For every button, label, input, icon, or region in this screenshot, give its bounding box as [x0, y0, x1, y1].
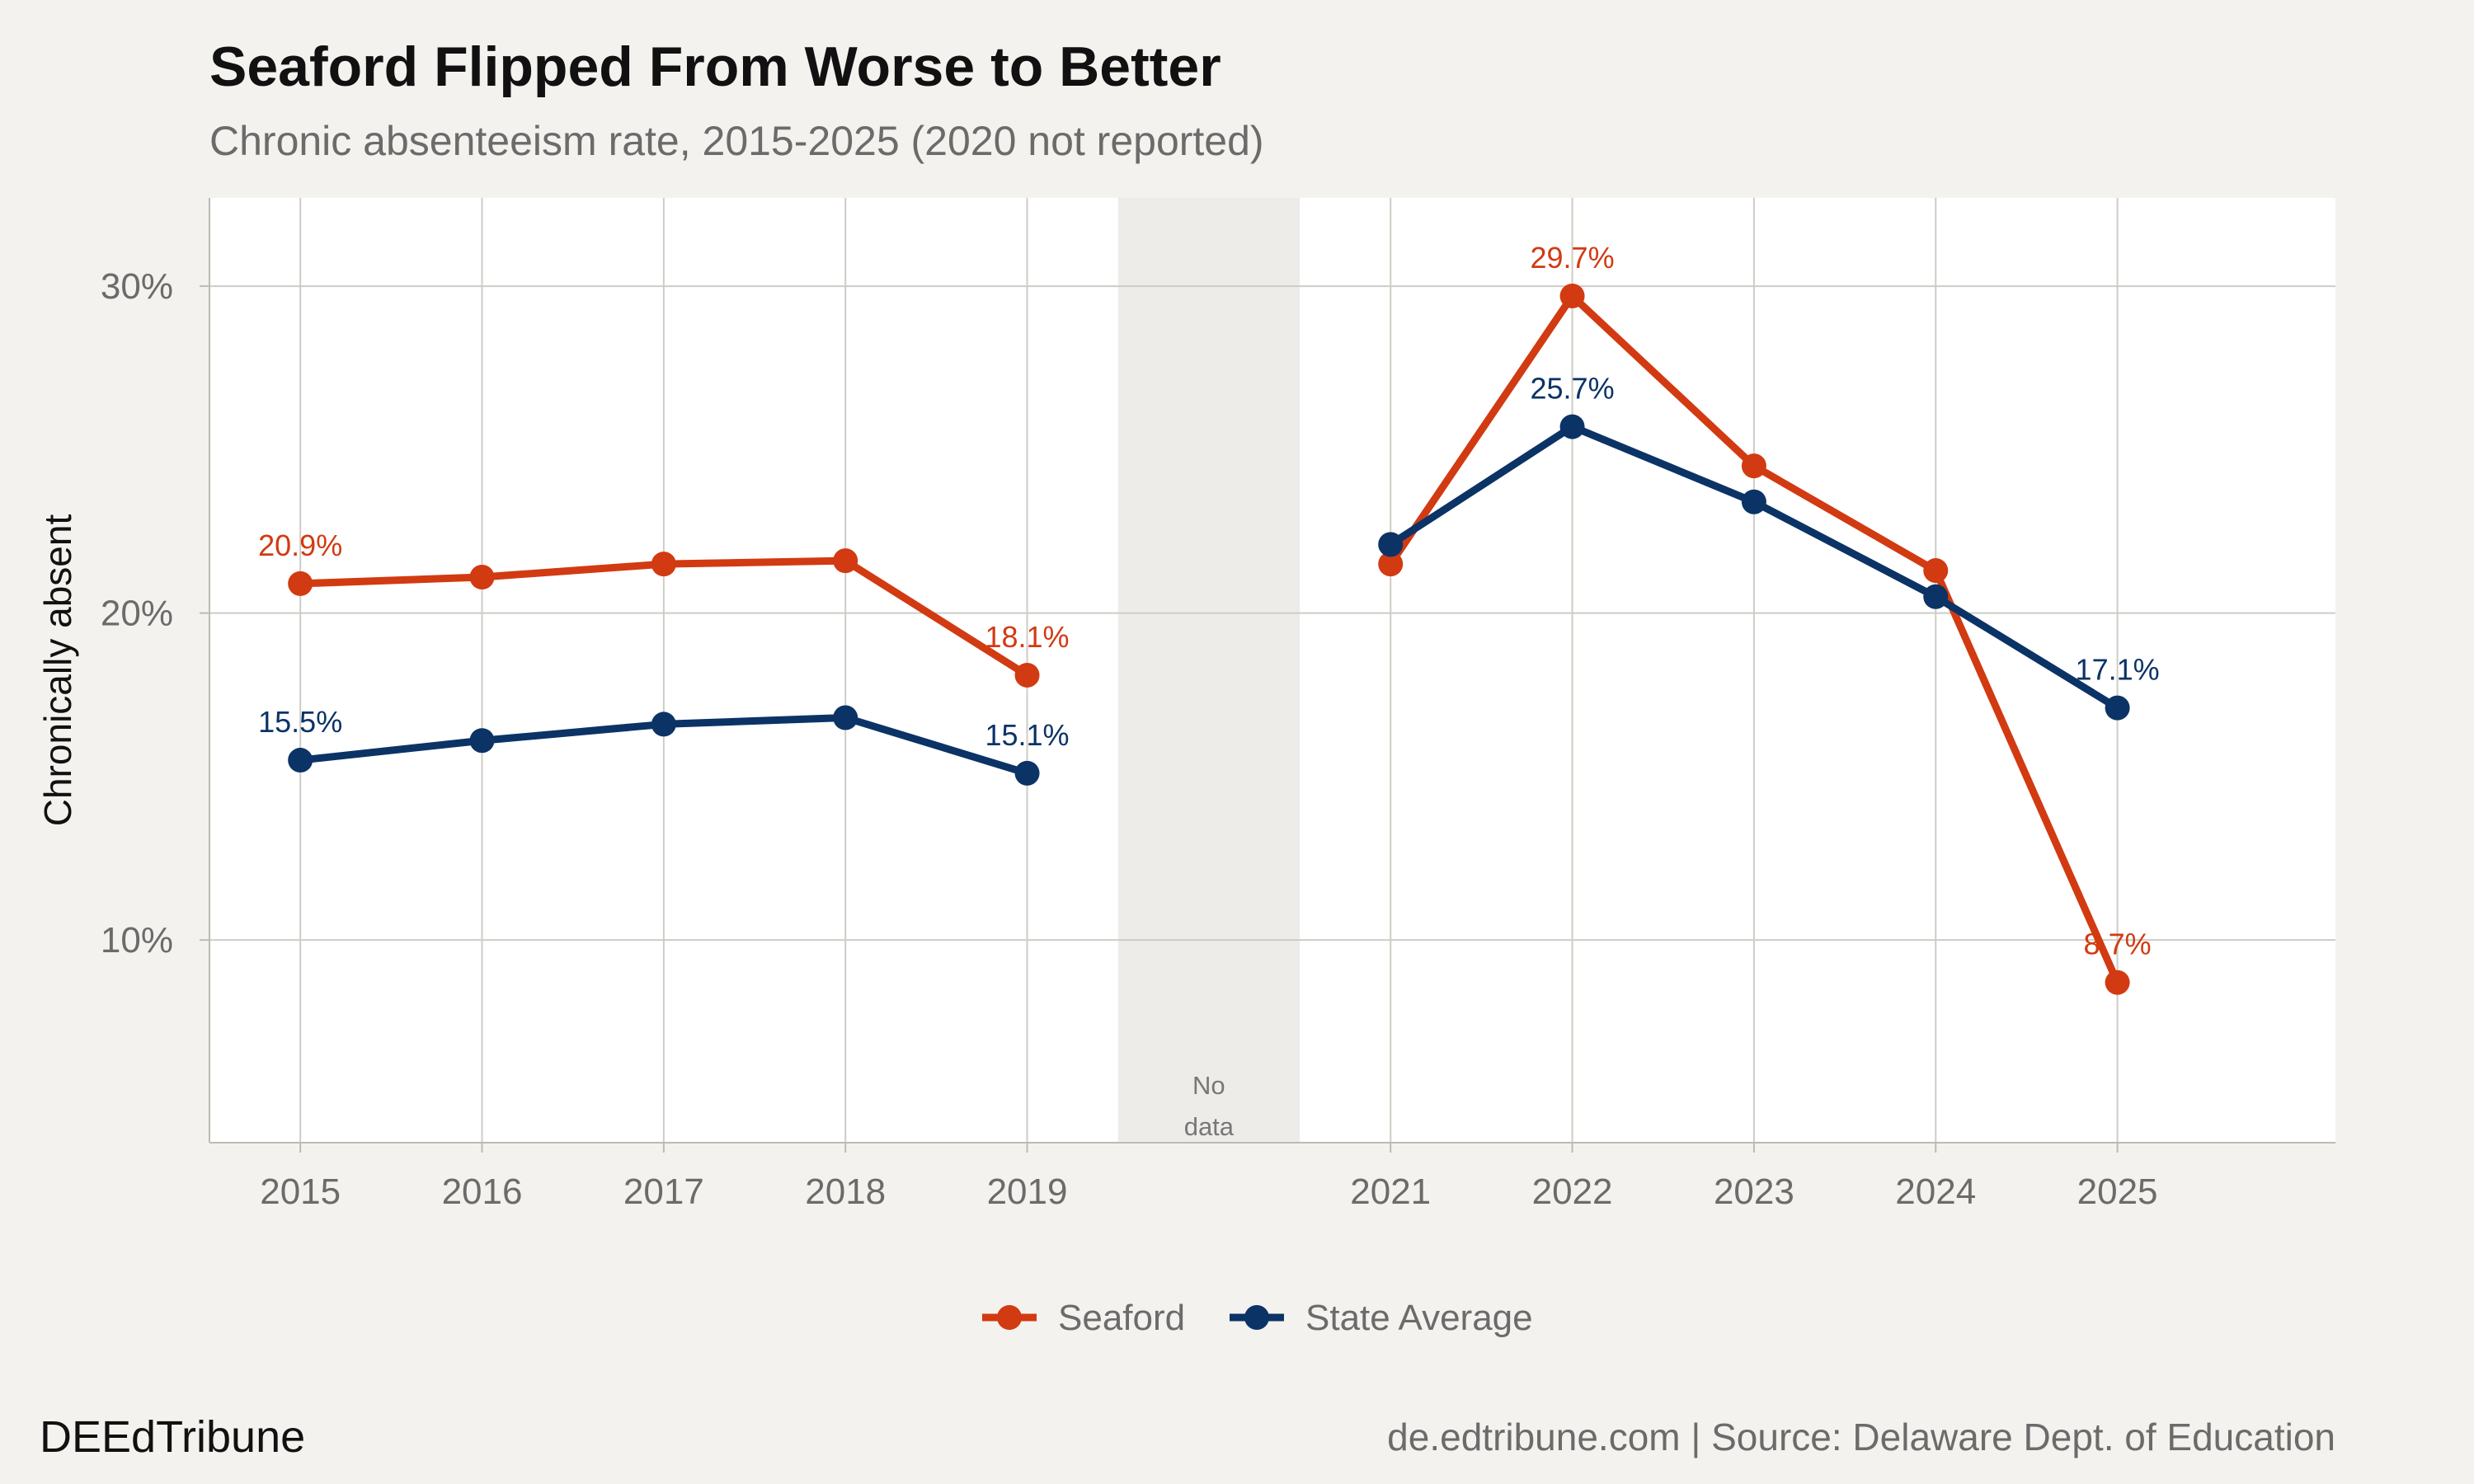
label-layer: 20.9% 18.1% 29.7% 8.7% 15.5% 15.1% 25.7% 17.1%: [258, 241, 2159, 961]
y-tick-label: 10%: [101, 920, 173, 960]
axis-layer: 2015 2016 2017 2018 2019 2021 2022 2023 2024 2025…: [101, 198, 2335, 1212]
y-tick-label: 20%: [101, 594, 173, 634]
data-label: 15.5%: [258, 705, 342, 739]
legend-key-dot: [997, 1305, 1022, 1330]
chart-subtitle: Chronic absenteeism rate, 2015-2025 (202…: [209, 118, 1264, 164]
x-tick-label: 2015: [260, 1172, 341, 1212]
data-point-state-average: [1014, 760, 1040, 786]
data-point-seaford: [1559, 283, 1585, 308]
data-label: 17.1%: [2076, 653, 2160, 687]
legend-label: Seaford: [1058, 1298, 1185, 1338]
data-point-state-average: [651, 711, 676, 737]
data-point-state-average: [833, 705, 858, 730]
data-point-seaford: [1923, 558, 1949, 584]
legend: Seaford State Average: [982, 1298, 1533, 1338]
data-label: 18.1%: [985, 620, 1069, 654]
data-point-state-average: [1559, 414, 1585, 439]
data-point-state-average: [1741, 489, 1766, 514]
data-point-seaford: [469, 564, 495, 589]
y-tick-label: 30%: [101, 266, 173, 307]
no-data-label-line1: No: [1192, 1071, 1225, 1100]
brand-name: DEEdTribune: [40, 1412, 306, 1462]
data-point-seaford: [1741, 453, 1766, 479]
data-point-state-average: [1378, 532, 1404, 557]
x-tick-label: 2024: [1895, 1172, 1976, 1212]
data-label: 8.7%: [2084, 928, 2152, 961]
source-credit: de.edtribune.com | Source: Delaware Dept…: [1387, 1416, 2335, 1458]
x-tick-label: 2018: [805, 1172, 886, 1212]
legend-label: State Average: [1305, 1298, 1533, 1338]
data-point-seaford: [288, 571, 313, 596]
data-point-seaford: [1014, 662, 1040, 688]
data-label: 15.1%: [985, 718, 1069, 752]
data-point-seaford: [833, 548, 858, 574]
y-axis-label: Chronically absent: [36, 514, 79, 827]
data-point-state-average: [288, 748, 313, 773]
x-tick-label: 2021: [1350, 1172, 1431, 1212]
legend-key-dot: [1244, 1305, 1269, 1330]
x-tick-label: 2016: [442, 1172, 523, 1212]
no-data-label-line2: data: [1184, 1112, 1235, 1141]
data-point-state-average: [2105, 695, 2130, 721]
x-tick-label: 2025: [2077, 1172, 2158, 1212]
data-label: 20.9%: [258, 528, 342, 562]
data-point-seaford: [651, 552, 676, 577]
data-label: 29.7%: [1531, 241, 1615, 275]
data-point-state-average: [1923, 584, 1949, 609]
chart-title: Seaford Flipped From Worse to Better: [209, 35, 1221, 98]
x-tick-label: 2023: [1714, 1172, 1794, 1212]
data-point-seaford: [2105, 970, 2130, 995]
x-tick-label: 2022: [1532, 1172, 1613, 1212]
x-tick-label: 2017: [623, 1172, 704, 1212]
series-layer: [288, 283, 2130, 995]
no-data-band: [1117, 198, 1300, 1143]
x-tick-label: 2019: [987, 1172, 1068, 1212]
data-point-seaford: [1378, 552, 1404, 577]
data-point-state-average: [469, 728, 495, 754]
gap-layer: No data: [1117, 198, 1300, 1143]
data-label: 25.7%: [1531, 372, 1615, 406]
